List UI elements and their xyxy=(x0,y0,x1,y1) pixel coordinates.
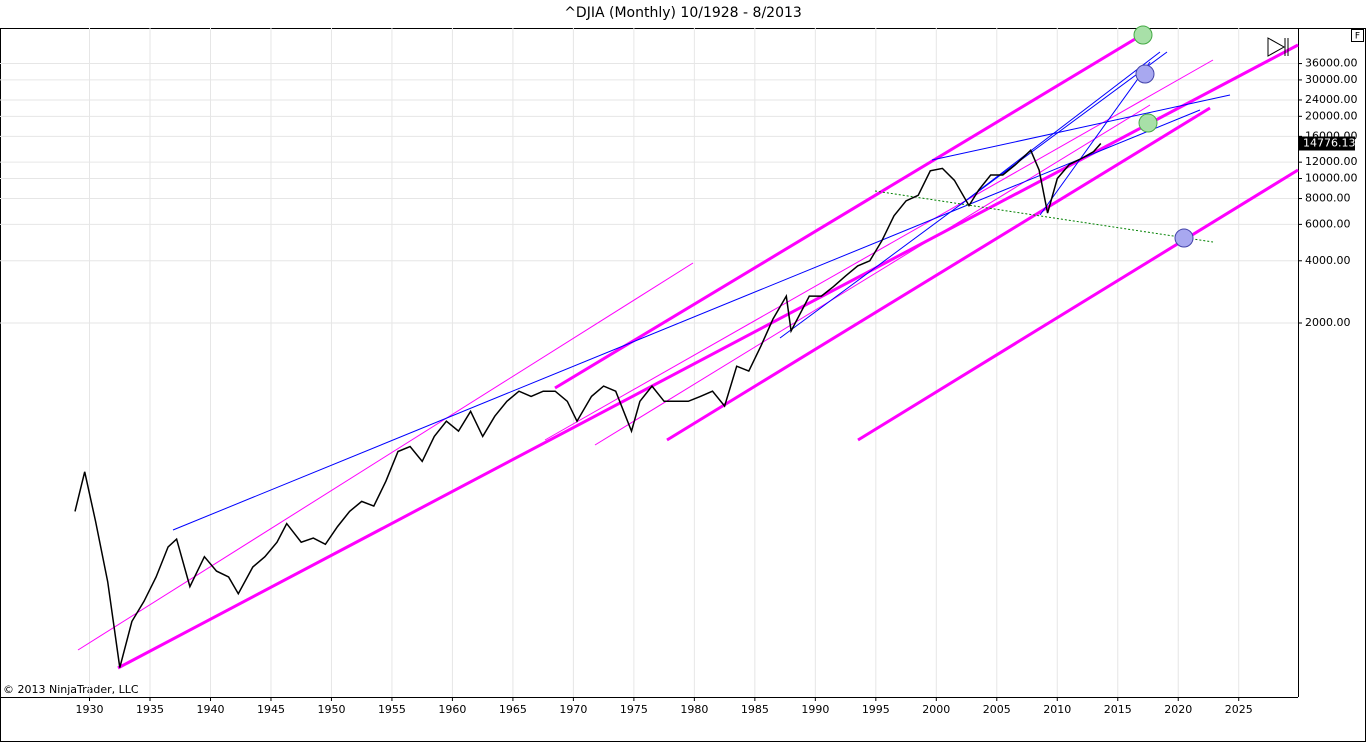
copyright: © 2013 NinjaTrader, LLC xyxy=(3,683,139,696)
x-tick-label: 1995 xyxy=(862,703,890,716)
channel-line xyxy=(544,59,1214,441)
x-tick-label: 1975 xyxy=(620,703,648,716)
x-tick-label: 2015 xyxy=(1104,703,1132,716)
play-icon[interactable] xyxy=(1267,37,1289,57)
panel-button[interactable] xyxy=(1351,29,1364,42)
trend-line xyxy=(172,109,1201,531)
drawing-objects xyxy=(77,25,1299,670)
y-tick-label: 20000.00 xyxy=(1305,109,1358,122)
x-tick-label: 1930 xyxy=(76,703,104,716)
panel-button-label[interactable]: F xyxy=(1355,32,1360,42)
x-tick-label: 1945 xyxy=(257,703,285,716)
x-tick-label: 1965 xyxy=(499,703,527,716)
x-tick-label: 2005 xyxy=(983,703,1011,716)
y-tick-label: 36000.00 xyxy=(1305,57,1358,70)
y-tick-label: 10000.00 xyxy=(1305,172,1358,185)
x-tick-label: 2000 xyxy=(922,703,950,716)
frame xyxy=(0,28,1366,742)
channel-line xyxy=(857,168,1299,442)
trend-line xyxy=(1039,61,1151,216)
channel-line xyxy=(117,43,1299,670)
x-tick-label: 2020 xyxy=(1164,703,1192,716)
y-tick-label: 2000.00 xyxy=(1305,316,1351,329)
chart-title: ^DJIA (Monthly) 10/1928 - 8/2013 xyxy=(564,5,802,21)
trend-line xyxy=(931,94,1231,161)
marker xyxy=(1133,25,1153,45)
x-tick-label: 1950 xyxy=(317,703,345,716)
x-tick-label: 1980 xyxy=(680,703,708,716)
x-tick-label: 1990 xyxy=(801,703,829,716)
last-price-label: 14776.13 xyxy=(1303,136,1356,149)
x-tick-label: 1940 xyxy=(196,703,224,716)
trend-line xyxy=(959,51,1161,206)
price-line xyxy=(74,143,1102,668)
marker xyxy=(1135,64,1155,84)
x-tick-label: 1970 xyxy=(559,703,587,716)
x-tick-label: 1960 xyxy=(438,703,466,716)
y-tick-label: 24000.00 xyxy=(1305,93,1358,106)
y-tick-label: 4000.00 xyxy=(1305,254,1351,267)
marker xyxy=(1138,113,1158,133)
channel-line xyxy=(666,106,1211,442)
channel-line xyxy=(77,262,694,651)
marker xyxy=(1174,228,1194,248)
last-price-box xyxy=(1299,136,1355,151)
channel-line xyxy=(554,28,1151,390)
y-tick-label: 12000.00 xyxy=(1305,155,1358,168)
x-tick-label: 2025 xyxy=(1225,703,1253,716)
y-tick-label: 8000.00 xyxy=(1305,192,1351,205)
x-tick-label: 2010 xyxy=(1043,703,1071,716)
x-tick-label: 1955 xyxy=(378,703,406,716)
x-tick-label: 1985 xyxy=(741,703,769,716)
y-tick-label: 6000.00 xyxy=(1305,217,1351,230)
x-tick-label: 1935 xyxy=(136,703,164,716)
dotted-line xyxy=(874,190,1214,243)
y-tick-label: 30000.00 xyxy=(1305,73,1358,86)
channel-line xyxy=(594,104,1151,446)
